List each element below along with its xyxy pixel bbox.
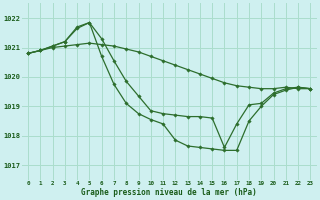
X-axis label: Graphe pression niveau de la mer (hPa): Graphe pression niveau de la mer (hPa) [81,188,257,197]
